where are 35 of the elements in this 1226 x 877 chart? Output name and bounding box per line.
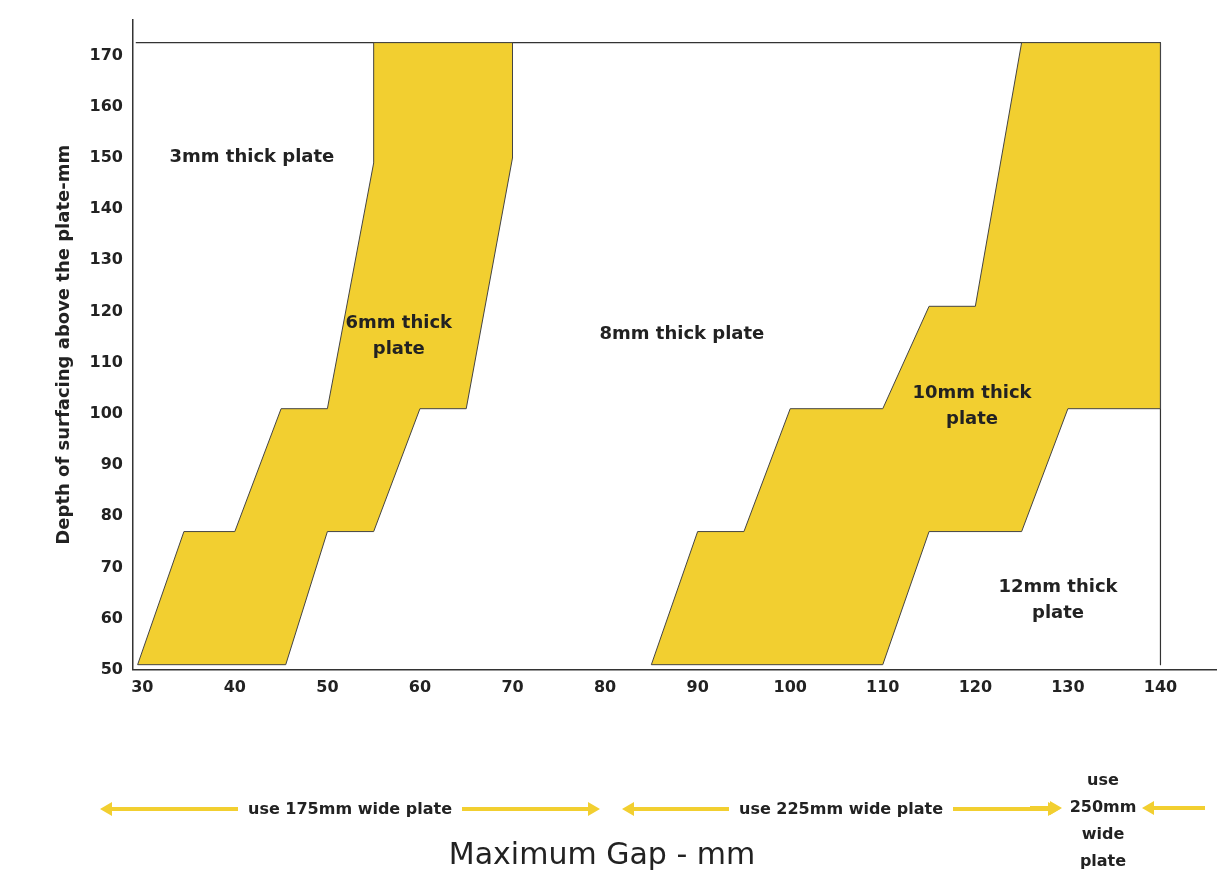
annotation: 6mm thick plate [345, 310, 453, 360]
y-tick-label: 90 [100, 454, 123, 474]
x-tick-label: 30 [131, 676, 154, 696]
x-tick-label: 40 [223, 676, 246, 696]
x-tick-label: 120 [958, 676, 993, 696]
y-tick-label: 140 [89, 198, 123, 218]
y-tick-label: 120 [89, 300, 123, 320]
x-tick-label: 130 [1051, 676, 1085, 696]
text: Maximum Gap - mm [447, 836, 757, 871]
x-tick-label: 140 [1143, 676, 1178, 696]
y-tick-label: 70 [100, 556, 123, 576]
y-tick-label: 110 [89, 351, 123, 371]
y-tick-label: 60 [100, 607, 123, 627]
annotation: 10mm thick plate [912, 380, 1032, 430]
x-tick-label: 80 [593, 676, 617, 696]
y-tick-label: 130 [89, 249, 123, 269]
x-tick-label: 100 [773, 676, 807, 696]
y-tick-label: 50 [100, 658, 123, 678]
x-tick-label: 50 [316, 676, 339, 696]
y-tick-label: 170 [89, 44, 123, 64]
x-tick-label: 90 [686, 676, 709, 696]
x-tick-label: 60 [408, 676, 432, 696]
text: use 250mm wide plate [1068, 769, 1138, 872]
y-tick-label: 100 [89, 402, 123, 422]
x-tick-label: 110 [866, 676, 900, 696]
annotation: 3mm thick plate [169, 144, 335, 168]
x-tick-label: 70 [501, 676, 524, 696]
y-tick-label: 150 [89, 146, 123, 166]
y-tick-label: 80 [100, 505, 123, 525]
y-tick-label: 160 [89, 95, 123, 115]
text: use 175mm wide plate [247, 798, 453, 820]
annotation: 8mm thick plate [599, 321, 765, 345]
text: use 225mm wide plate [738, 798, 944, 820]
annotation: 12mm thick plate [998, 574, 1118, 624]
y-axis-title: Depth of surfacing above the plate-mm [52, 144, 74, 545]
